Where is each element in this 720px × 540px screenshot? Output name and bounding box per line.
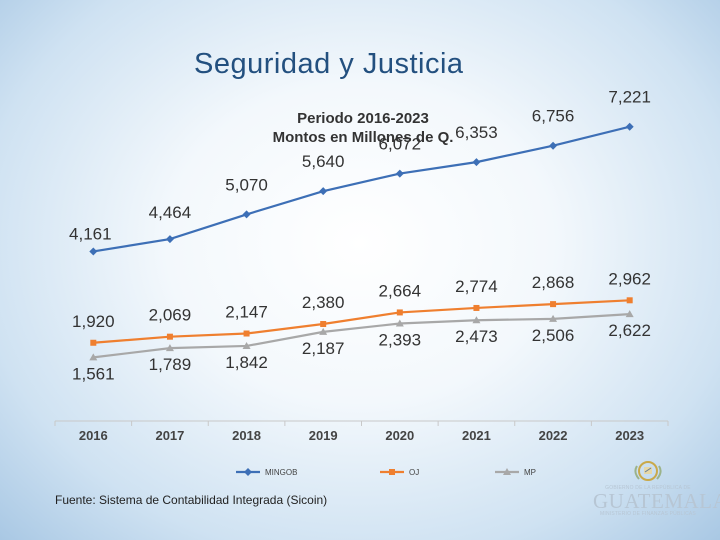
data-label: 6,072	[379, 135, 422, 154]
series-line	[93, 313, 630, 359]
data-label: 2,622	[608, 321, 651, 340]
x-tick-label: 2018	[232, 428, 261, 443]
data-label: 6,756	[532, 107, 575, 126]
data-point	[472, 158, 481, 167]
series-line	[93, 299, 630, 344]
guatemala-logo: GOBIERNO DE LA REPÚBLICA DE GUATEMALA MI…	[593, 458, 720, 524]
series-mingob: 4,161 4,464 5,070 5,640 6,072 6,353 6,756 7,221	[69, 88, 651, 256]
data-label: 6,353	[455, 123, 498, 142]
data-label: 5,070	[225, 175, 268, 194]
data-label: 2,473	[455, 327, 498, 346]
x-tick-label: 2019	[309, 428, 338, 443]
legend-label: MP	[524, 468, 536, 477]
data-label: 2,147	[225, 303, 268, 322]
data-point	[242, 210, 251, 219]
data-point	[549, 314, 558, 322]
legend-swatch-marker	[389, 469, 395, 475]
data-point	[625, 310, 634, 318]
legend-item: OJ	[380, 468, 419, 477]
legend-item: MINGOB	[236, 468, 297, 477]
legend-label: MINGOB	[265, 468, 297, 477]
data-label: 7,221	[608, 88, 651, 107]
data-point	[89, 247, 98, 256]
data-label: 2,187	[302, 339, 345, 358]
data-label: 4,464	[149, 203, 192, 222]
x-tick-label: 2023	[615, 428, 644, 443]
data-label: 1,920	[72, 312, 115, 331]
data-point	[395, 319, 404, 327]
data-point	[550, 301, 557, 308]
data-point	[89, 353, 98, 361]
data-label: 2,962	[608, 269, 651, 288]
data-point	[319, 327, 328, 335]
data-point	[242, 341, 251, 349]
logo-name: GUATEMALA	[593, 489, 720, 513]
chart-title: Periodo 2016-2023	[297, 110, 429, 127]
data-label: 2,774	[455, 277, 498, 296]
logo-top-line: GOBIERNO DE LA REPÚBLICA DE	[605, 485, 691, 491]
x-tick-label: 2017	[155, 428, 184, 443]
x-tick-label: 2021	[462, 428, 491, 443]
legend-item: MP	[495, 468, 536, 477]
data-point	[549, 141, 558, 150]
data-point	[395, 169, 404, 178]
data-point	[473, 304, 480, 311]
slide-title: Seguridad y Justicia	[194, 48, 464, 80]
data-point	[319, 187, 328, 196]
legend-swatch-marker	[503, 468, 511, 475]
series-line	[93, 125, 630, 253]
data-point	[166, 333, 173, 340]
data-label: 1,561	[72, 364, 115, 383]
data-point	[625, 122, 634, 131]
source-note: Fuente: Sistema de Contabilidad Integrad…	[55, 493, 328, 507]
x-tick-label: 2022	[539, 428, 568, 443]
data-label: 2,380	[302, 293, 345, 312]
data-point	[626, 297, 633, 304]
legend-swatch-marker	[244, 468, 252, 476]
chart-subtitle: Montos en Millones de Q.	[273, 129, 454, 146]
x-tick-label: 2016	[79, 428, 108, 443]
data-point	[165, 344, 174, 352]
data-point	[320, 321, 327, 328]
data-label: 2,393	[379, 330, 422, 349]
data-label: 4,161	[69, 224, 112, 243]
data-point	[243, 330, 250, 337]
data-label: 2,664	[379, 281, 422, 300]
data-point	[90, 339, 97, 346]
data-point	[396, 309, 403, 316]
data-label: 2,868	[532, 273, 575, 292]
legend-label: OJ	[409, 468, 419, 477]
data-label: 2,506	[532, 326, 575, 345]
data-label: 1,842	[225, 353, 268, 372]
coat-of-arms-icon	[634, 461, 662, 481]
data-point	[165, 235, 174, 244]
data-label: 2,069	[149, 306, 192, 325]
logo-bottom-line: MINISTERIO DE FINANZAS PÚBLICAS	[600, 511, 696, 517]
data-label: 1,789	[149, 355, 192, 374]
series-mp: 1,561 1,789 1,842 2,187 2,393 2,473 2,506 2,622	[72, 310, 651, 383]
data-point	[472, 316, 481, 324]
series-oj: 1,920 2,069 2,147 2,380 2,664 2,774 2,868 2,962	[72, 269, 651, 346]
x-tick-label: 2020	[385, 428, 414, 443]
data-label: 5,640	[302, 152, 345, 171]
